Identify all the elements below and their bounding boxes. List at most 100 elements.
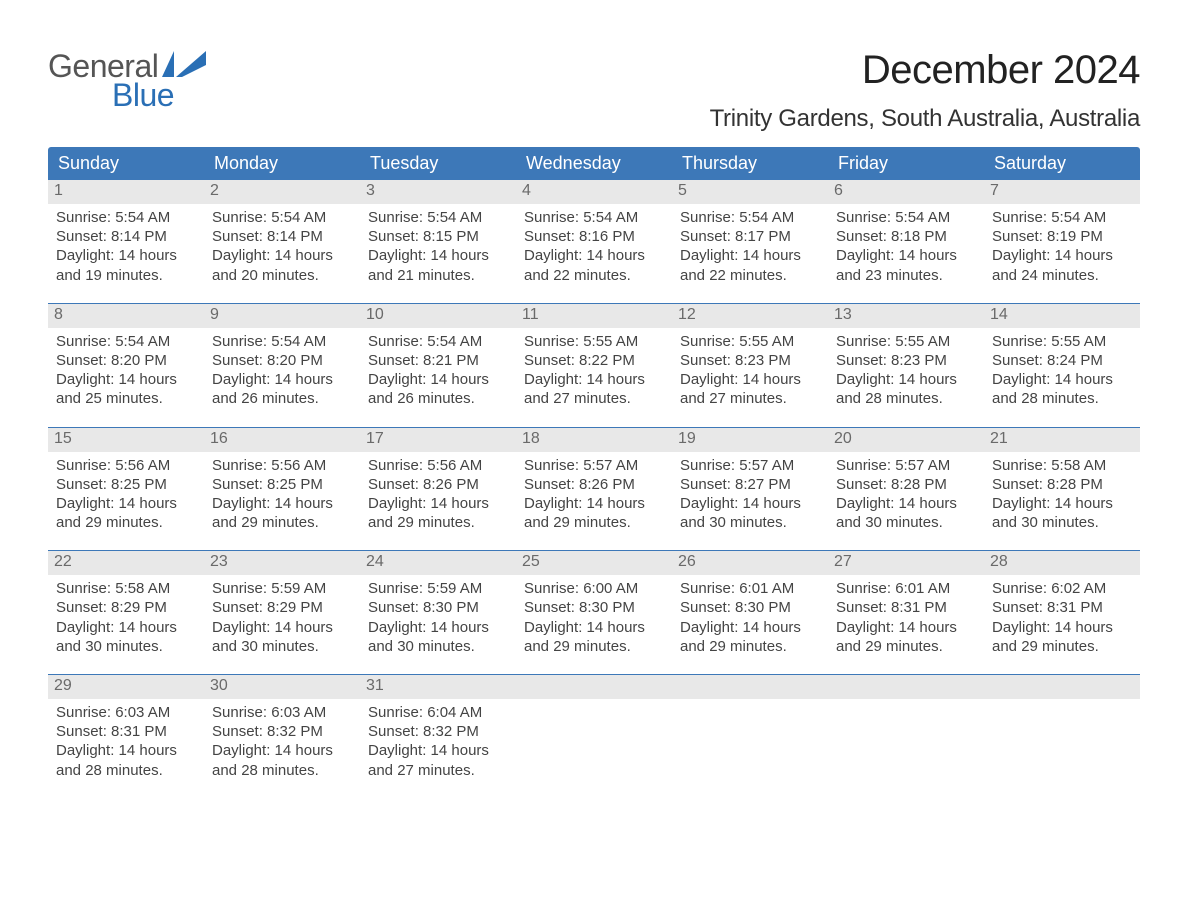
- day-daylight1: Daylight: 14 hours: [522, 494, 666, 513]
- day-daylight1: Daylight: 14 hours: [54, 370, 198, 389]
- day-sunrise: Sunrise: 5:59 AM: [366, 579, 510, 598]
- day-sunrise: Sunrise: 6:04 AM: [366, 703, 510, 722]
- day-daylight1: Daylight: 14 hours: [54, 246, 198, 265]
- calendar-cell: 8Sunrise: 5:54 AMSunset: 8:20 PMDaylight…: [48, 303, 204, 427]
- day-daylight2: and 29 minutes.: [210, 513, 354, 532]
- day-sunrise: Sunrise: 5:54 AM: [990, 208, 1134, 227]
- day-sunrise: Sunrise: 6:01 AM: [678, 579, 822, 598]
- day-daylight2: and 27 minutes.: [678, 389, 822, 408]
- day-daylight2: and 29 minutes.: [522, 637, 666, 656]
- day-sunset: Sunset: 8:17 PM: [678, 227, 822, 246]
- day-daylight1: Daylight: 14 hours: [54, 494, 198, 513]
- day-sunset: Sunset: 8:27 PM: [678, 475, 822, 494]
- day-number: 5: [672, 180, 828, 204]
- day-number: 23: [204, 551, 360, 575]
- calendar-cell: 18Sunrise: 5:57 AMSunset: 8:26 PMDayligh…: [516, 427, 672, 551]
- calendar-cell: 4Sunrise: 5:54 AMSunset: 8:16 PMDaylight…: [516, 180, 672, 303]
- day-daylight2: and 28 minutes.: [54, 761, 198, 780]
- day-sunrise: Sunrise: 5:54 AM: [54, 208, 198, 227]
- day-sunrise: Sunrise: 5:57 AM: [522, 456, 666, 475]
- day-daylight1: Daylight: 14 hours: [210, 370, 354, 389]
- day-daylight2: and 29 minutes.: [366, 513, 510, 532]
- day-number: 29: [48, 675, 204, 699]
- calendar-cell: 20Sunrise: 5:57 AMSunset: 8:28 PMDayligh…: [828, 427, 984, 551]
- day-daylight2: and 22 minutes.: [678, 266, 822, 285]
- day-sunset: Sunset: 8:20 PM: [54, 351, 198, 370]
- day-daylight2: and 30 minutes.: [678, 513, 822, 532]
- day-sunset: Sunset: 8:24 PM: [990, 351, 1134, 370]
- calendar-cell: 13 Sunrise: 5:55 AMSunset: 8:23 PMDayligh…: [828, 303, 984, 427]
- day-sunset: Sunset: 8:28 PM: [834, 475, 978, 494]
- day-daylight1: Daylight: 14 hours: [210, 246, 354, 265]
- calendar-cell: 1Sunrise: 5:54 AMSunset: 8:14 PMDaylight…: [48, 180, 204, 303]
- day-daylight2: and 20 minutes.: [210, 266, 354, 285]
- calendar-cell: 11Sunrise: 5:55 AMSunset: 8:22 PMDayligh…: [516, 303, 672, 427]
- day-daylight1: Daylight: 14 hours: [210, 741, 354, 760]
- day-number: 20: [828, 428, 984, 452]
- day-daylight2: and 28 minutes.: [210, 761, 354, 780]
- day-daylight1: Daylight: 14 hours: [210, 494, 354, 513]
- day-daylight1: Daylight: 14 hours: [522, 246, 666, 265]
- col-thursday: Thursday: [672, 147, 828, 180]
- calendar-cell: 30Sunrise: 6:03 AMSunset: 8:32 PMDayligh…: [204, 674, 360, 798]
- day-daylight1: Daylight: 14 hours: [834, 370, 978, 389]
- day-sunrise: Sunrise: 5:57 AM: [678, 456, 822, 475]
- day-sunset: Sunset: 8:20 PM: [210, 351, 354, 370]
- day-number: 13: [828, 304, 984, 328]
- day-sunrise: Sunrise: 5:55 AM: [678, 332, 822, 351]
- calendar-header-row: Sunday Monday Tuesday Wednesday Thursday…: [48, 147, 1140, 180]
- day-sunset: Sunset: 8:14 PM: [54, 227, 198, 246]
- col-tuesday: Tuesday: [360, 147, 516, 180]
- day-daylight1: Daylight: 14 hours: [366, 494, 510, 513]
- day-sunrise: Sunrise: 5:54 AM: [210, 332, 354, 351]
- day-daylight1: Daylight: 14 hours: [366, 741, 510, 760]
- day-sunrise: Sunrise: 5:54 AM: [522, 208, 666, 227]
- col-sunday: Sunday: [48, 147, 204, 180]
- calendar-cell: 24Sunrise: 5:59 AMSunset: 8:30 PMDayligh…: [360, 550, 516, 674]
- day-number: 16: [204, 428, 360, 452]
- title-block: December 2024 Trinity Gardens, South Aus…: [710, 48, 1140, 133]
- calendar-cell: [984, 674, 1140, 798]
- day-number: 31: [360, 675, 516, 699]
- day-number: 10: [360, 304, 516, 328]
- day-sunrise: Sunrise: 5:59 AM: [210, 579, 354, 598]
- day-sunrise: Sunrise: 5:54 AM: [54, 332, 198, 351]
- day-sunset: Sunset: 8:30 PM: [522, 598, 666, 617]
- day-daylight2: and 22 minutes.: [522, 266, 666, 285]
- day-sunrise: Sunrise: 6:03 AM: [210, 703, 354, 722]
- calendar-cell: 17Sunrise: 5:56 AMSunset: 8:26 PMDayligh…: [360, 427, 516, 551]
- day-daylight1: Daylight: 14 hours: [678, 618, 822, 637]
- col-monday: Monday: [204, 147, 360, 180]
- calendar-cell: 19Sunrise: 5:57 AMSunset: 8:27 PMDayligh…: [672, 427, 828, 551]
- calendar-body: 1Sunrise: 5:54 AMSunset: 8:14 PMDaylight…: [48, 180, 1140, 798]
- day-sunrise: Sunrise: 5:54 AM: [366, 332, 510, 351]
- calendar-cell: 25Sunrise: 6:00 AMSunset: 8:30 PMDayligh…: [516, 550, 672, 674]
- day-sunset: Sunset: 8:19 PM: [990, 227, 1134, 246]
- day-number: 27: [828, 551, 984, 575]
- day-daylight2: and 26 minutes.: [210, 389, 354, 408]
- calendar-cell: 29Sunrise: 6:03 AMSunset: 8:31 PMDayligh…: [48, 674, 204, 798]
- day-daylight1: Daylight: 14 hours: [210, 618, 354, 637]
- day-daylight1: Daylight: 14 hours: [834, 246, 978, 265]
- day-daylight2: and 19 minutes.: [54, 266, 198, 285]
- day-number: 18: [516, 428, 672, 452]
- calendar-cell: 22Sunrise: 5:58 AMSunset: 8:29 PMDayligh…: [48, 550, 204, 674]
- calendar-cell: 5Sunrise: 5:54 AMSunset: 8:17 PMDaylight…: [672, 180, 828, 303]
- day-daylight2: and 29 minutes.: [834, 637, 978, 656]
- calendar-cell: 31Sunrise: 6:04 AMSunset: 8:32 PMDayligh…: [360, 674, 516, 798]
- day-sunset: Sunset: 8:26 PM: [366, 475, 510, 494]
- calendar-cell: 27Sunrise: 6:01 AMSunset: 8:31 PMDayligh…: [828, 550, 984, 674]
- day-sunset: Sunset: 8:23 PM: [834, 351, 978, 370]
- day-daylight1: Daylight: 14 hours: [678, 370, 822, 389]
- calendar-cell: 2Sunrise: 5:54 AMSunset: 8:14 PMDaylight…: [204, 180, 360, 303]
- day-number: 9: [204, 304, 360, 328]
- day-sunrise: Sunrise: 5:56 AM: [366, 456, 510, 475]
- day-daylight1: Daylight: 14 hours: [366, 370, 510, 389]
- calendar-cell: [516, 674, 672, 798]
- day-daylight2: and 25 minutes.: [54, 389, 198, 408]
- day-daylight1: Daylight: 14 hours: [54, 618, 198, 637]
- day-sunrise: Sunrise: 5:55 AM: [834, 332, 978, 351]
- day-sunset: Sunset: 8:21 PM: [366, 351, 510, 370]
- day-number: 12: [672, 304, 828, 328]
- day-daylight1: Daylight: 14 hours: [522, 618, 666, 637]
